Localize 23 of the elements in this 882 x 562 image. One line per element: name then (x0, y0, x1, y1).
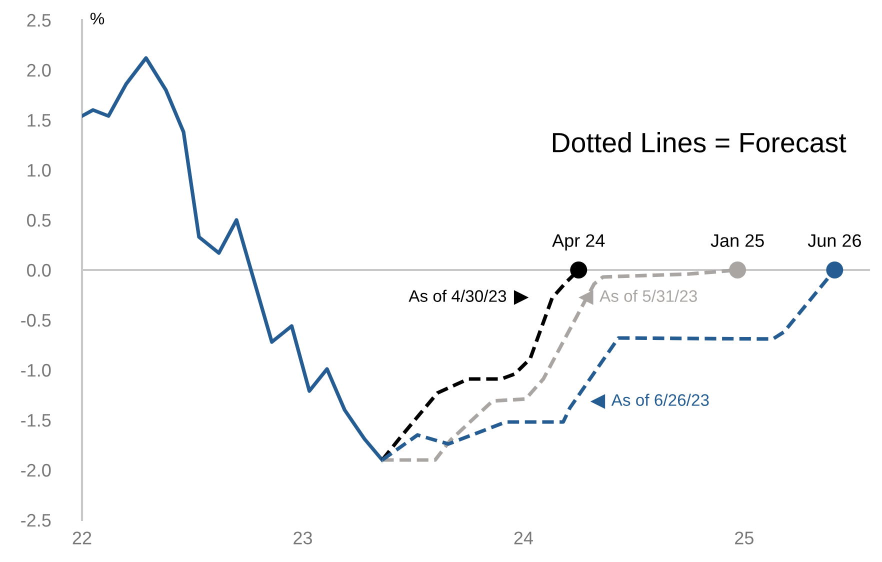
y-tick-label: -1.5 (21, 414, 51, 427)
y-tick-label: 0.0 (27, 264, 51, 277)
y-tick-label: 0.5 (27, 214, 51, 227)
y-tick-label: 1.0 (28, 164, 51, 177)
x-tick-label: 24 (514, 532, 533, 544)
y-tick-label: 2.5 (27, 14, 51, 27)
y-tick-label: -1.0 (21, 364, 51, 377)
annotation: Jan 25 (710, 234, 764, 247)
text: As of 4/30/23 (408, 290, 506, 302)
y-tick-label: 1.5 (28, 114, 51, 127)
legend-label: As of 6/26/23 (611, 394, 709, 406)
y-tick-label: -2.0 (21, 464, 51, 477)
y-tick-label: -0.5 (21, 314, 51, 327)
y-tick-label: 2.0 (27, 64, 51, 77)
annotation: Dotted Lines = Forecast (552, 132, 846, 152)
y-axis-title: % (90, 12, 104, 24)
annotation: Apr 24 (552, 234, 605, 251)
x-tick-label: 25 (735, 532, 754, 544)
x-tick-label: 23 (294, 532, 312, 544)
y-tick-label: -2.5 (21, 514, 51, 527)
legend-label: As of 5/31/23 (600, 290, 697, 302)
x-tick-label: 22 (72, 532, 92, 544)
annotation: Jun 26 (808, 234, 861, 247)
